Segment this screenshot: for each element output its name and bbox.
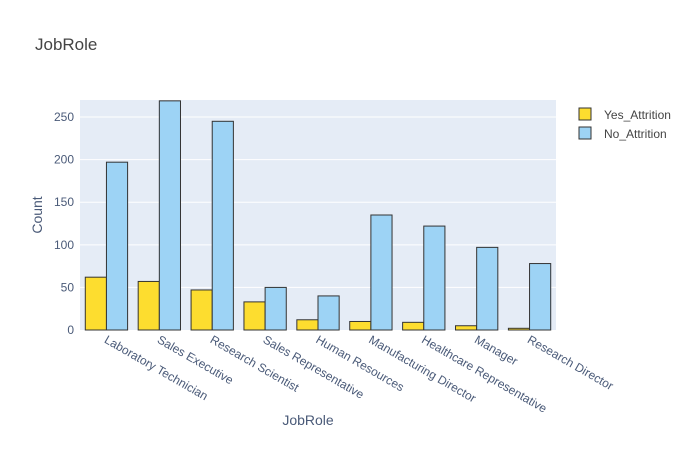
legend[interactable]: Yes_Attrition No_Attrition [579,108,671,141]
bar-yes-attrition [85,277,106,330]
bar-yes-attrition [508,328,529,330]
bar-yes-attrition [191,290,212,330]
legend-label: Yes_Attrition [604,108,671,122]
bar-yes-attrition [350,321,371,330]
bar-yes-attrition [138,281,159,330]
bar-no-attrition [318,296,339,330]
x-axis-title: JobRole [282,412,334,428]
y-tick-label: 50 [61,280,75,294]
legend-label: No_Attrition [604,127,667,141]
y-tick-label: 250 [54,110,74,124]
y-axis-title: Count [29,196,45,233]
legend-item-no-attrition[interactable]: No_Attrition [579,127,667,141]
legend-swatch [579,108,591,120]
x-tick-label: Research Director [525,332,616,392]
bar-no-attrition [424,226,445,330]
bar-no-attrition [159,101,180,330]
y-tick-label: 150 [54,195,74,209]
y-tick-label: 0 [67,323,74,337]
bar-yes-attrition [244,302,265,330]
bar-no-attrition [106,162,127,330]
bar-no-attrition [265,287,286,330]
bar-no-attrition [530,264,551,330]
legend-swatch [579,127,591,139]
y-tick-label: 200 [54,153,74,167]
legend-item-yes-attrition[interactable]: Yes_Attrition [579,108,671,122]
y-tick-label: 100 [54,238,74,252]
y-tick-labels: 0 50 100 150 200 250 [54,110,74,337]
bar-no-attrition [371,215,392,330]
bar-no-attrition [212,121,233,330]
bar-yes-attrition [456,326,477,330]
chart-title: JobRole [35,35,97,54]
bar-no-attrition [477,247,498,330]
x-tick-label: Research Scientist [208,332,302,394]
bar-yes-attrition [403,322,424,330]
bar-yes-attrition [297,320,318,330]
